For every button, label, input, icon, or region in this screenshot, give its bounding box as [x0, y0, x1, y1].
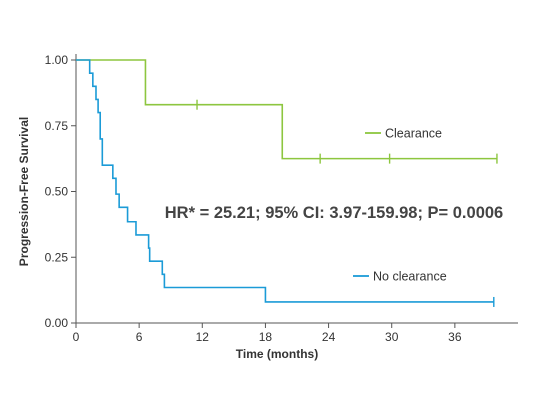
x-tick-label: 6 [136, 330, 143, 344]
y-axis-title: Progression-Free Survival [17, 117, 31, 266]
y-tick-label: 0.50 [45, 185, 69, 199]
legend-no-clearance-label: No clearance [373, 270, 447, 284]
hazard-ratio-annotation: HR* = 25.21; 95% CI: 3.97-159.98; P= 0.0… [165, 204, 503, 222]
y-tick-label: 1.00 [45, 53, 69, 67]
legend-clearance: Clearance [365, 127, 442, 141]
x-axis-title: Time (months) [236, 347, 318, 361]
x-ticks: 0 6 12 18 24 30 36 [73, 323, 462, 344]
legend-no-clearance: No clearance [353, 270, 447, 284]
x-tick-label: 36 [448, 330, 462, 344]
series-layer [76, 59, 498, 307]
x-tick-label: 12 [196, 330, 210, 344]
axes-layer [75, 54, 518, 324]
y-ticks: 0.00 0.25 0.50 0.75 1.00 [45, 53, 76, 330]
series-line-no-clearance [76, 59, 494, 303]
legend-clearance-label: Clearance [385, 127, 442, 141]
x-tick-label: 30 [385, 330, 399, 344]
series-line-clearance [76, 59, 497, 160]
x-tick-label: 0 [73, 330, 80, 344]
x-tick-label: 18 [259, 330, 273, 344]
y-tick-label: 0.00 [45, 316, 69, 330]
y-tick-label: 0.25 [45, 250, 69, 264]
x-tick-label: 24 [322, 330, 336, 344]
y-tick-label: 0.75 [45, 119, 69, 133]
